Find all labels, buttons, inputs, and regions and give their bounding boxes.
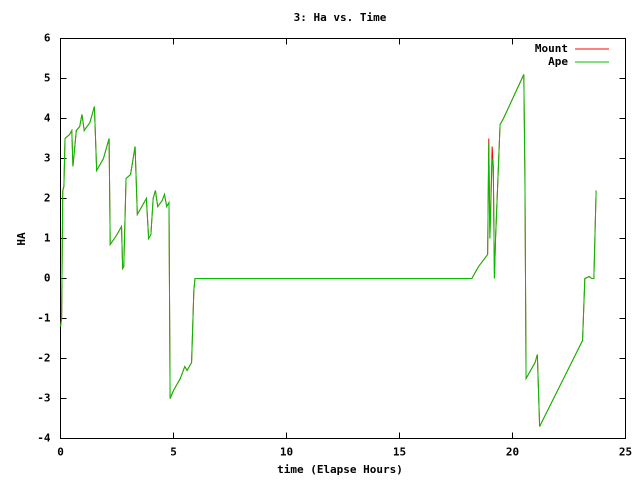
- x-tick-label: 15: [393, 446, 406, 459]
- chart-title: 3: Ha vs. Time: [294, 11, 387, 24]
- x-tick-label: 0: [57, 446, 64, 459]
- legend-label: Ape: [548, 55, 568, 68]
- x-tick-label: 25: [619, 446, 632, 459]
- y-tick-label: -1: [37, 312, 51, 325]
- y-tick-label: 5: [44, 72, 51, 85]
- x-axis-label: time (Elapse Hours): [277, 463, 403, 476]
- series-line: [60, 74, 597, 427]
- y-tick-label: -2: [37, 352, 50, 365]
- x-tick-label: 20: [506, 446, 519, 459]
- y-tick-label: 0: [44, 272, 51, 285]
- series-line: [60, 74, 597, 427]
- y-tick-label: -3: [37, 392, 50, 405]
- plot-frame: [60, 38, 626, 439]
- x-tick-label: 5: [170, 446, 177, 459]
- y-tick-label: 3: [44, 152, 51, 165]
- y-tick-label: 6: [44, 32, 51, 45]
- y-tick-label: 1: [44, 232, 51, 245]
- legend-label: Mount: [535, 42, 568, 55]
- x-tick-label: 10: [280, 446, 293, 459]
- y-tick-label: 2: [44, 192, 51, 205]
- y-tick-label: -4: [37, 432, 51, 445]
- y-tick-label: 4: [44, 112, 51, 125]
- y-axis-label: HA: [15, 232, 28, 246]
